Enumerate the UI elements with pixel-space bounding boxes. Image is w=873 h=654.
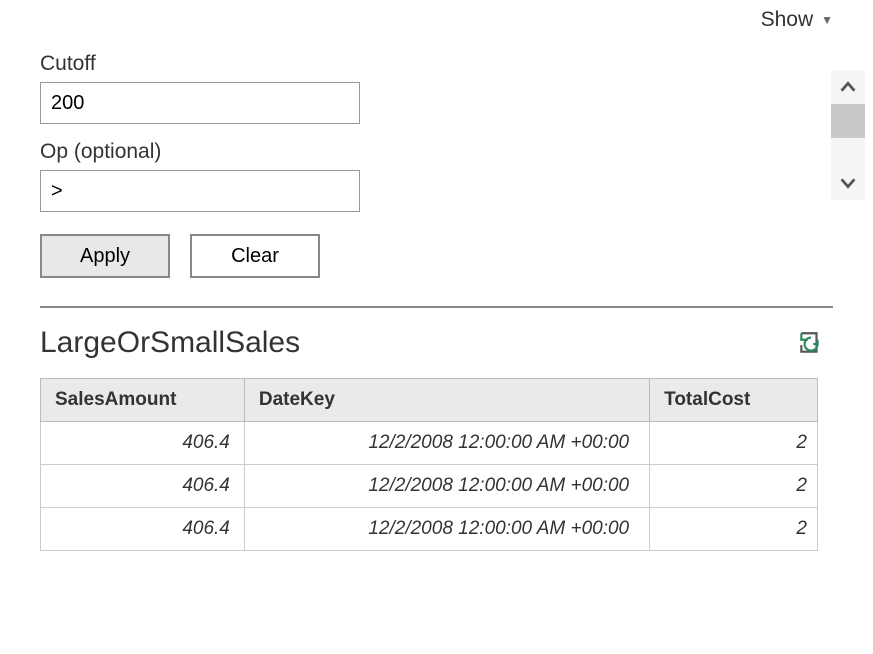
form-scrollbar[interactable] (831, 70, 865, 200)
cell-totalcost: 2 (650, 508, 818, 551)
cell-salesamount: 406.4 (41, 508, 245, 551)
table-row[interactable]: 406.4 12/2/2008 12:00:00 AM +00:00 2 (41, 508, 818, 551)
clear-button[interactable]: Clear (190, 234, 320, 278)
scroll-up-icon[interactable] (831, 70, 865, 104)
refresh-icon[interactable] (797, 330, 823, 356)
apply-button[interactable]: Apply (40, 234, 170, 278)
op-input[interactable] (40, 170, 360, 212)
show-menu[interactable]: Show ▼ (761, 8, 833, 32)
cell-salesamount: 406.4 (41, 422, 245, 465)
chevron-down-icon: ▼ (821, 13, 833, 27)
cell-datekey: 12/2/2008 12:00:00 AM +00:00 (244, 465, 649, 508)
section-divider (40, 306, 833, 308)
cutoff-input[interactable] (40, 82, 360, 124)
cell-totalcost: 2 (650, 422, 818, 465)
result-title: LargeOrSmallSales (40, 326, 300, 360)
cell-datekey: 12/2/2008 12:00:00 AM +00:00 (244, 422, 649, 465)
col-salesamount[interactable]: SalesAmount (41, 379, 245, 422)
cutoff-label: Cutoff (40, 52, 833, 76)
table-row[interactable]: 406.4 12/2/2008 12:00:00 AM +00:00 2 (41, 422, 818, 465)
table-row[interactable]: 406.4 12/2/2008 12:00:00 AM +00:00 2 (41, 465, 818, 508)
results-table: SalesAmount DateKey TotalCost 406.4 12/2… (40, 378, 818, 551)
cell-salesamount: 406.4 (41, 465, 245, 508)
scroll-down-icon[interactable] (831, 166, 865, 200)
col-totalcost[interactable]: TotalCost (650, 379, 818, 422)
cell-datekey: 12/2/2008 12:00:00 AM +00:00 (244, 508, 649, 551)
col-datekey[interactable]: DateKey (244, 379, 649, 422)
show-label: Show (761, 8, 814, 32)
cell-totalcost: 2 (650, 465, 818, 508)
op-label: Op (optional) (40, 140, 833, 164)
scroll-thumb[interactable] (831, 104, 865, 138)
table-header-row: SalesAmount DateKey TotalCost (41, 379, 818, 422)
